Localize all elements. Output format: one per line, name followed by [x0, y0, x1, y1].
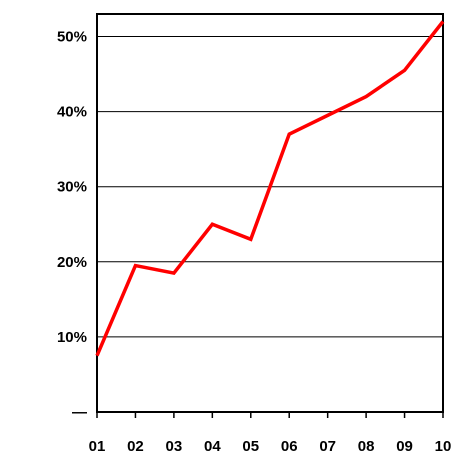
- y-tick-label-2: 20%: [57, 254, 87, 271]
- x-tick-label-09: 09: [396, 438, 413, 455]
- y-tick-label-5: 50%: [57, 29, 87, 46]
- x-tick-label-01: 01: [89, 438, 106, 455]
- y-axis-tick-labels: — 10% 20% 30% 40% 50%: [57, 29, 87, 421]
- series-line: [95, 20, 445, 357]
- x-axis-ticks: [96, 412, 444, 418]
- y-tick-label-1: 10%: [57, 329, 87, 346]
- x-tick-label-07: 07: [319, 438, 336, 455]
- x-tick-label-05: 05: [242, 438, 259, 455]
- y-tick-label-4: 40%: [57, 104, 87, 121]
- x-tick-label-04: 04: [204, 438, 221, 455]
- x-axis-tick-labels: 01 02 03 04 05 06 07 08 09 10: [89, 438, 452, 455]
- x-tick-label-02: 02: [127, 438, 144, 455]
- y-tick-label-3: 30%: [57, 179, 87, 196]
- plot-frame: [96, 13, 444, 413]
- x-tick-label-03: 03: [166, 438, 183, 455]
- x-tick-label-08: 08: [358, 438, 375, 455]
- y-tick-label-0: —: [72, 404, 87, 421]
- x-tick-label-06: 06: [281, 438, 298, 455]
- x-tick-label-10: 10: [435, 438, 452, 455]
